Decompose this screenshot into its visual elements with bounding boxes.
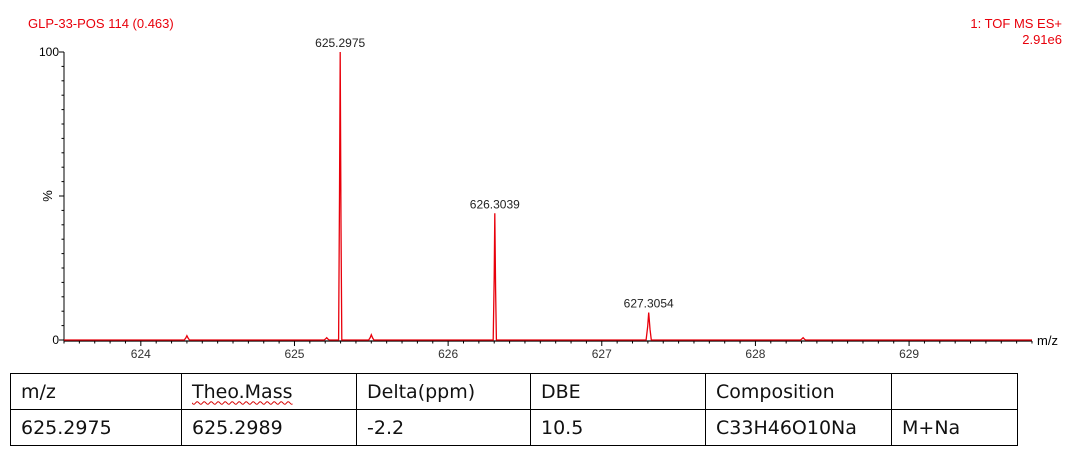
axes <box>63 52 1032 342</box>
tick-labels: 624 625 626 627 628 629 0 100 <box>39 45 919 361</box>
tick-marks <box>59 51 1033 346</box>
header-adduct <box>891 373 1018 410</box>
header-theo-mass: Theo.Mass <box>181 373 357 410</box>
intensity-label: 2.91e6 <box>1022 32 1062 47</box>
y-tick-label: 100 <box>39 45 59 59</box>
cell-composition: C33H46O10Na <box>705 409 892 446</box>
x-tick-label: 629 <box>899 347 919 361</box>
peak-label: 625.2975 <box>315 36 365 50</box>
sample-label: GLP-33-POS 114 (0.463) <box>28 16 174 31</box>
x-tick-label: 627 <box>592 347 612 361</box>
header-composition: Composition <box>705 373 892 410</box>
x-tick-label: 624 <box>131 347 151 361</box>
peak-label: 627.3054 <box>624 297 674 311</box>
cell-mz: 625.2975 <box>10 409 182 446</box>
cell-adduct: M+Na <box>891 409 1018 446</box>
x-axis-label: m/z <box>1037 333 1058 348</box>
x-tick-label: 625 <box>284 347 304 361</box>
header-mz: m/z <box>10 373 182 410</box>
spectrum-trace <box>64 51 1032 341</box>
table-header-row: m/z Theo.Mass Delta(ppm) DBE Composition <box>10 373 1018 410</box>
header-delta: Delta(ppm) <box>356 373 531 410</box>
results-table: m/z Theo.Mass Delta(ppm) DBE Composition… <box>10 373 1018 446</box>
instrument-label: 1: TOF MS ES+ <box>970 16 1062 31</box>
table-row: 625.2975 625.2989 -2.2 10.5 C33H46O10Na … <box>10 409 1018 446</box>
header-dbe: DBE <box>530 373 706 410</box>
cell-delta: -2.2 <box>356 409 531 446</box>
cell-theo-mass: 625.2989 <box>181 409 357 446</box>
header-theo-mass-text: Theo.Mass <box>192 380 293 403</box>
y-tick-label: 0 <box>52 333 59 347</box>
x-tick-label: 628 <box>745 347 765 361</box>
cell-dbe: 10.5 <box>530 409 706 446</box>
y-axis-label: % <box>40 190 55 202</box>
x-tick-label: 626 <box>438 347 458 361</box>
peak-labels: 625.2975 626.3039 627.3054 <box>315 36 674 311</box>
peak-label: 626.3039 <box>470 197 520 211</box>
mass-spectrum-chart: GLP-33-POS 114 (0.463) 1: TOF MS ES+ 2.9… <box>28 16 1062 361</box>
